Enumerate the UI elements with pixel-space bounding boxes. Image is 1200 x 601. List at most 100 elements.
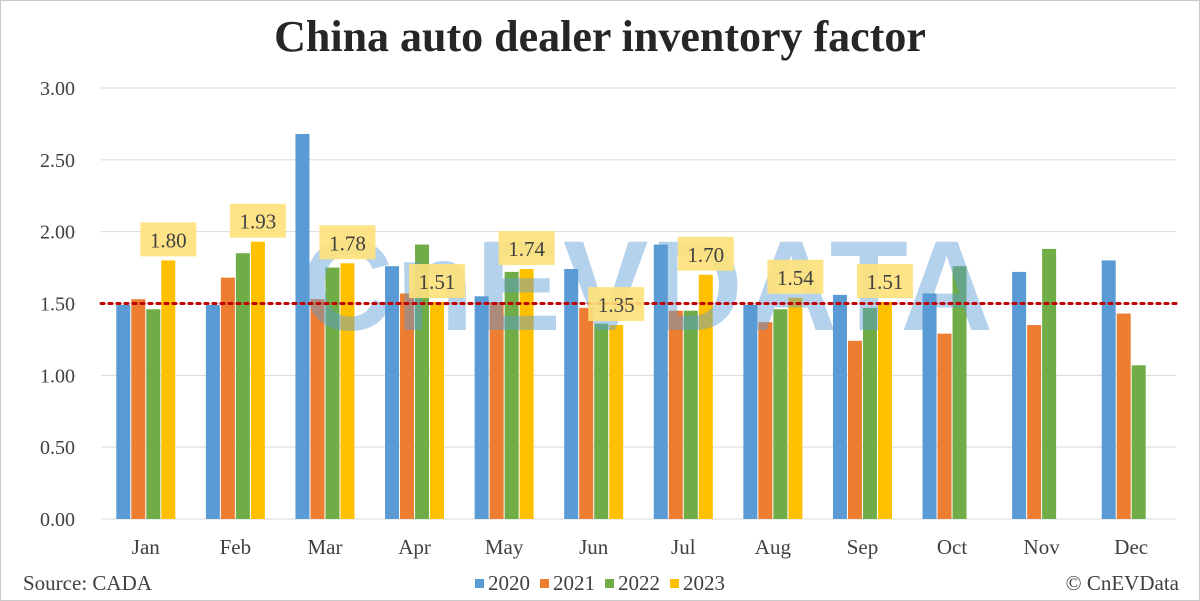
bar-2020-nov [1012,271,1027,519]
x-tick-label: Mar [307,535,342,559]
bar-2020-feb [205,304,220,519]
bar-2021-oct [937,333,952,519]
data-label: 1.74 [508,237,545,261]
y-tick-label: 0.50 [40,437,75,459]
legend-label: 2023 [683,571,725,595]
bar-2021-sep [847,340,862,519]
legend: 2020 2021 2022 2023 [1,571,1199,596]
bar-2020-dec [1101,260,1116,519]
x-tick-label: Dec [1114,535,1148,559]
legend-swatch [670,579,679,588]
data-label: 1.54 [777,266,814,290]
x-axis-ticks: Jan Feb Mar Apr May Jun Jul Aug Sep Oct Nov Dec [132,535,1148,559]
chart-title: China auto dealer inventory factor [274,12,926,61]
bar-2023-apr [430,302,445,519]
y-axis-ticks: 0.00 0.50 1.00 1.50 2.00 2.50 3.00 [40,78,75,531]
bar-2020-apr [385,266,400,519]
bar-2023-feb [250,241,265,519]
data-label: 1.70 [687,243,724,267]
source-note: Source: CADA [23,571,152,595]
bar-2021-apr [400,293,415,519]
bars [116,133,1146,519]
x-tick-label: Jun [579,535,609,559]
legend-swatch [540,579,549,588]
data-label: 1.78 [329,231,366,255]
bar-2022-may [504,271,519,519]
copyright-credit: © CnEVData [1065,571,1179,595]
legend-label: 2021 [553,571,595,595]
bar-2022-jun [594,323,609,519]
x-tick-label: Sep [847,535,879,559]
data-label: 1.51 [867,270,904,294]
bar-2020-oct [922,293,937,519]
bar-2022-aug [773,309,788,519]
bar-2023-mar [340,263,355,519]
bar-2021-feb [220,277,235,519]
x-tick-label: Oct [937,535,967,559]
bar-2021-aug [758,322,773,519]
legend-swatch [605,579,614,588]
bar-2020-jul [653,244,668,519]
bar-2021-dec [1116,313,1131,519]
bar-2021-nov [1027,325,1042,519]
data-label-box [409,264,466,299]
data-label: 1.35 [598,293,635,317]
bar-2022-jan [146,309,161,519]
y-tick-label: 2.00 [40,222,75,244]
chart-overlay: 1.80 1.93 1.78 1.51 1.74 1.35 1.70 1.54 1.51 [99,203,1178,322]
data-label: 1.80 [150,228,187,252]
x-tick-label: May [485,535,524,559]
bar-2021-jul [668,310,683,519]
bar-2023-aug [788,297,803,519]
x-tick-label: Aug [755,535,792,559]
data-label-box [588,287,645,322]
y-tick-label: 1.50 [40,294,75,316]
y-tick-label: 1.00 [40,365,75,387]
data-label: 1.51 [419,270,456,294]
legend-item-2023: 2023 [670,571,725,596]
legend-label: 2020 [488,571,530,595]
legend-item-2022: 2022 [605,571,660,596]
data-label-box [498,231,555,266]
bar-2022-mar [325,267,340,519]
bar-2021-jan [131,299,146,519]
data-label-box [767,259,824,294]
bar-chart: 0.00 0.50 1.00 1.50 2.00 2.50 3.00 Jan Feb Mar Ap… [40,78,1176,559]
bar-2022-oct [952,266,967,519]
bar-2021-jun [579,307,594,519]
bar-2022-jul [683,310,698,519]
bar-2022-nov [1042,248,1057,519]
y-tick-label: 0.00 [40,509,75,531]
legend-swatch [475,579,484,588]
bar-2020-mar [295,133,310,519]
bar-2022-sep [862,307,877,519]
data-label: 1.93 [240,210,277,234]
y-tick-label: 3.00 [40,78,75,100]
x-tick-label: Feb [220,535,252,559]
data-labels: 1.80 1.93 1.78 1.51 1.74 1.35 1.70 1.54 1.51 [140,203,913,322]
data-label-box [856,264,913,299]
bar-2020-jan [116,304,131,519]
y-tick-label: 2.50 [40,150,75,172]
data-label-box [319,225,376,260]
x-tick-label: Apr [398,535,431,559]
data-label-box [140,222,197,257]
legend-item-2020: 2020 [475,571,530,596]
x-tick-label: Nov [1024,535,1061,559]
bar-2021-mar [310,299,325,519]
legend-item-2021: 2021 [540,571,595,596]
bar-2021-may [489,302,504,519]
data-label-box [229,203,286,238]
bar-2020-may [474,296,489,519]
bar-2022-apr [415,244,430,519]
x-tick-label: Jan [132,535,160,559]
bar-2023-may [519,269,534,519]
bar-2023-sep [877,302,892,519]
data-label-box [677,236,734,271]
bar-2023-jul [698,274,713,519]
bar-2020-aug [743,304,758,519]
x-tick-label: Jul [671,535,696,559]
bar-2022-dec [1131,365,1146,519]
bar-2023-jun [609,325,624,519]
